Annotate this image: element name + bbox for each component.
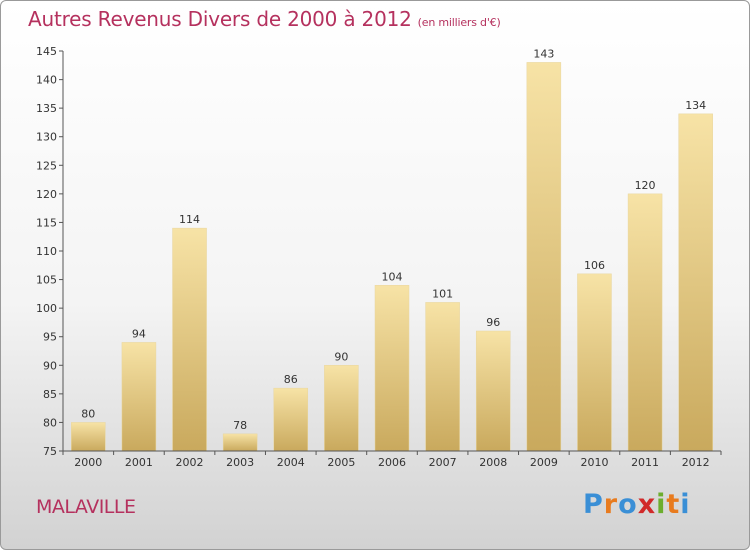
bar: [627, 193, 663, 452]
x-tick-label: 2009: [530, 456, 558, 469]
x-tick-label: 2002: [176, 456, 204, 469]
logo-letter: r: [603, 489, 619, 520]
bar: [526, 62, 562, 452]
x-tick-label: 2001: [125, 456, 153, 469]
bar: [374, 285, 410, 452]
y-tick-label: 75: [43, 445, 57, 458]
x-tick-label: 2011: [631, 456, 659, 469]
y-tick-label: 105: [36, 274, 57, 287]
y-tick-label: 115: [36, 216, 57, 229]
bar: [71, 422, 106, 452]
y-tick-label: 110: [36, 245, 57, 258]
bar-value-label: 120: [635, 179, 656, 192]
logo-letter: i: [680, 489, 691, 520]
bar: [324, 365, 359, 452]
city-name: MALAVILLE: [36, 496, 136, 518]
y-axis: 75 80 85 90 95 100 105 110 115 120 125 130 135 140 145: [36, 45, 64, 458]
bar-value-label: 86: [284, 373, 298, 386]
bar-value-label: 80: [81, 407, 95, 420]
bar: [172, 227, 207, 452]
x-tick-label: 2000: [74, 456, 102, 469]
logo-letter: t: [666, 489, 681, 520]
bar-value-label: 134: [685, 99, 706, 112]
bar: [222, 433, 258, 452]
y-tick-label: 140: [36, 74, 57, 87]
x-axis: 2000 2001 2002 2003 2004 2005 2006 2007 2008 2009…: [62, 450, 722, 469]
bar-value-label: 104: [382, 270, 403, 283]
bar: [273, 387, 309, 452]
bar: [121, 342, 157, 452]
y-tick-label: 130: [36, 131, 57, 144]
bar-value-label: 101: [432, 287, 453, 300]
x-tick-label: 2010: [580, 456, 608, 469]
bar-value-label: 114: [179, 213, 200, 226]
x-tick-label: 2007: [429, 456, 457, 469]
y-tick-label: 120: [36, 188, 57, 201]
x-tick-label: 2004: [277, 456, 305, 469]
y-tick-label: 125: [36, 159, 57, 172]
x-tick-label: 2003: [226, 456, 254, 469]
logo-letter: o: [618, 489, 638, 520]
x-tick-label: 2012: [682, 456, 710, 469]
bar-value-label: 96: [486, 316, 500, 329]
y-tick-label: 100: [36, 302, 57, 315]
x-tick-label: 2008: [479, 456, 507, 469]
bar-value-label: 90: [334, 350, 348, 363]
bar-value-label: 106: [584, 259, 605, 272]
bar-value-label: 143: [533, 47, 554, 60]
bar: [475, 330, 511, 452]
title-text: Autres Revenus Divers de 2000 à 2012: [28, 7, 412, 31]
chart-subtitle: (en milliers d'€): [417, 16, 501, 29]
x-tick-label: 2006: [378, 456, 406, 469]
y-tick-label: 85: [43, 388, 57, 401]
logo-letter: P: [583, 489, 604, 520]
proxiti-logo: Proxiti: [583, 489, 691, 520]
logo-letter: x: [637, 489, 657, 520]
y-tick-label: 135: [36, 102, 57, 115]
y-tick-label: 80: [43, 416, 57, 429]
y-tick-label: 90: [43, 359, 57, 372]
x-tick-label: 2005: [327, 456, 355, 469]
bars: 80 94 114 78 86 90 104 101 96 143 106 120 134: [71, 47, 713, 452]
logo-letter: i: [656, 489, 667, 520]
bar-value-label: 94: [132, 327, 146, 340]
chart-title: Autres Revenus Divers de 2000 à 2012 (en …: [28, 7, 501, 31]
bar: [678, 113, 713, 452]
bar-value-label: 78: [233, 419, 247, 432]
y-tick-label: 95: [43, 331, 57, 344]
bar: [425, 302, 460, 452]
bar: [577, 273, 612, 452]
y-tick-label: 145: [36, 45, 57, 58]
